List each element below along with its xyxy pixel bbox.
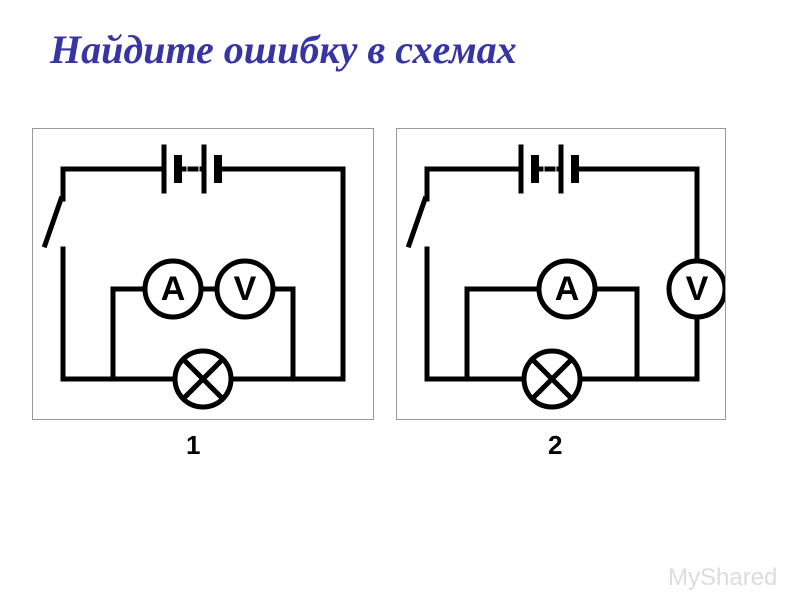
svg-text:А: А — [161, 270, 186, 308]
svg-text:А: А — [555, 270, 580, 308]
watermark: MyShared — [668, 564, 777, 592]
page-title: Найдите ошибку в схемах — [50, 26, 517, 73]
svg-text:V: V — [234, 270, 257, 308]
caption-2: 2 — [548, 430, 562, 461]
svg-text:V: V — [686, 270, 709, 308]
circuit-panel-2: АV — [396, 128, 726, 420]
circuit-2-svg: АV — [397, 129, 725, 419]
circuit-1-svg: АV — [33, 129, 373, 419]
circuit-panel-1: АV — [32, 128, 374, 420]
caption-1: 1 — [186, 430, 200, 461]
